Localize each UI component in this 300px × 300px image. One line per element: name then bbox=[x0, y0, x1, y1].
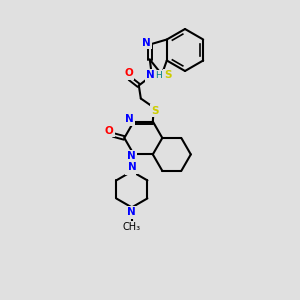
Text: N: N bbox=[126, 164, 135, 173]
Text: O: O bbox=[105, 126, 114, 136]
Text: H: H bbox=[155, 71, 162, 80]
Text: N: N bbox=[146, 70, 155, 80]
Text: N: N bbox=[128, 152, 136, 161]
Text: N: N bbox=[125, 115, 134, 124]
Text: O: O bbox=[124, 68, 133, 79]
Text: N: N bbox=[128, 162, 137, 172]
Text: S: S bbox=[151, 106, 159, 116]
Text: N: N bbox=[142, 38, 151, 47]
Text: CH₃: CH₃ bbox=[123, 222, 141, 233]
Text: S: S bbox=[164, 70, 172, 80]
Text: N: N bbox=[128, 207, 136, 218]
